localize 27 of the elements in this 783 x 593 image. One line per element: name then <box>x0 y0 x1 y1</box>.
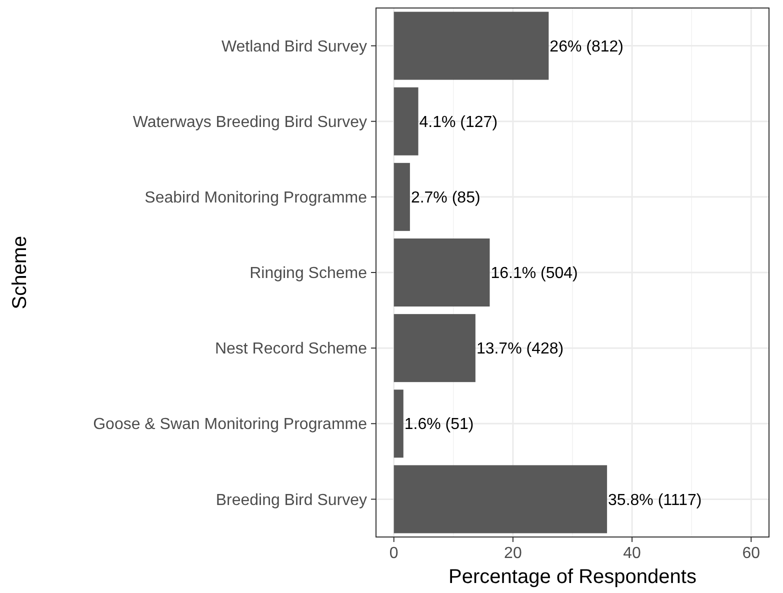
bar <box>394 314 476 382</box>
bar <box>394 390 404 458</box>
data-label: 1.6% (51) <box>404 416 474 434</box>
y-tick-label: Waterways Breeding Bird Survey <box>132 114 367 131</box>
x-tick-label: 40 <box>623 545 642 562</box>
x-axis-title: Percentage of Respondents <box>448 566 696 588</box>
y-tick-label: Goose & Swan Monitoring Programme <box>93 416 368 434</box>
data-label: 16.1% (504) <box>490 265 578 282</box>
y-tick-label: Ringing Scheme <box>250 265 368 282</box>
bar <box>394 465 608 534</box>
y-tick-label: Nest Record Scheme <box>214 340 368 358</box>
data-label: 13.7% (428) <box>476 340 564 358</box>
y-tick-label: Wetland Bird Survey <box>221 38 367 56</box>
y-tick-label: Breeding Bird Survey <box>216 492 367 509</box>
y-tick-label: Seabird Monitoring Programme <box>144 190 368 207</box>
bar <box>394 238 490 307</box>
bar <box>394 12 549 80</box>
data-label: 35.8% (1117) <box>608 492 702 509</box>
data-label: 2.7% (85) <box>410 190 480 207</box>
bar <box>394 162 410 231</box>
data-label: 26% (812) <box>550 38 624 56</box>
bar <box>394 87 418 156</box>
x-tick-label: 60 <box>742 545 760 562</box>
data-label: 4.1% (127) <box>419 114 498 131</box>
x-tick-label: 0 <box>389 545 398 562</box>
x-tick-label: 20 <box>504 545 522 562</box>
y-axis-title: Scheme <box>9 236 31 310</box>
